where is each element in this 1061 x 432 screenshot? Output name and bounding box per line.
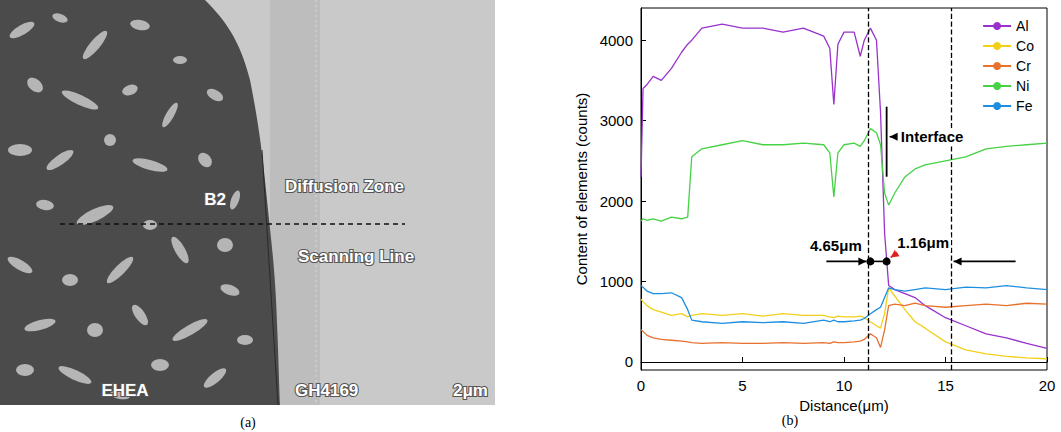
svg-text:Content of elements (counts): Content of elements (counts) <box>573 93 590 286</box>
svg-text:(b): (b) <box>782 413 799 429</box>
svg-text:4000: 4000 <box>600 32 633 49</box>
svg-text:Al: Al <box>1016 18 1028 34</box>
svg-text:Cr: Cr <box>1016 58 1031 74</box>
svg-text:0: 0 <box>625 353 633 370</box>
svg-text:(a): (a) <box>240 415 256 431</box>
svg-text:Distance(μm): Distance(μm) <box>799 397 889 414</box>
svg-text:EHEA: EHEA <box>101 381 148 400</box>
svg-text:Interface: Interface <box>901 128 964 145</box>
svg-text:15: 15 <box>937 377 954 394</box>
svg-text:3000: 3000 <box>600 112 633 129</box>
svg-text:Co: Co <box>1016 38 1034 54</box>
svg-text:Scanning Line: Scanning Line <box>298 247 414 266</box>
svg-text:2μm: 2μm <box>453 381 488 400</box>
svg-text:B2: B2 <box>204 190 226 209</box>
svg-text:Diffusion Zone: Diffusion Zone <box>285 177 404 196</box>
svg-text:2000: 2000 <box>600 193 633 210</box>
svg-text:4.65μm: 4.65μm <box>810 237 862 254</box>
svg-text:1.16μm: 1.16μm <box>897 234 949 251</box>
svg-text:1000: 1000 <box>600 273 633 290</box>
svg-text:20: 20 <box>1039 377 1056 394</box>
svg-text:GH4169: GH4169 <box>295 381 358 400</box>
svg-text:10: 10 <box>836 377 853 394</box>
svg-text:0: 0 <box>637 377 645 394</box>
svg-text:5: 5 <box>738 377 746 394</box>
svg-text:Fe: Fe <box>1016 98 1033 114</box>
svg-text:Ni: Ni <box>1016 78 1029 94</box>
